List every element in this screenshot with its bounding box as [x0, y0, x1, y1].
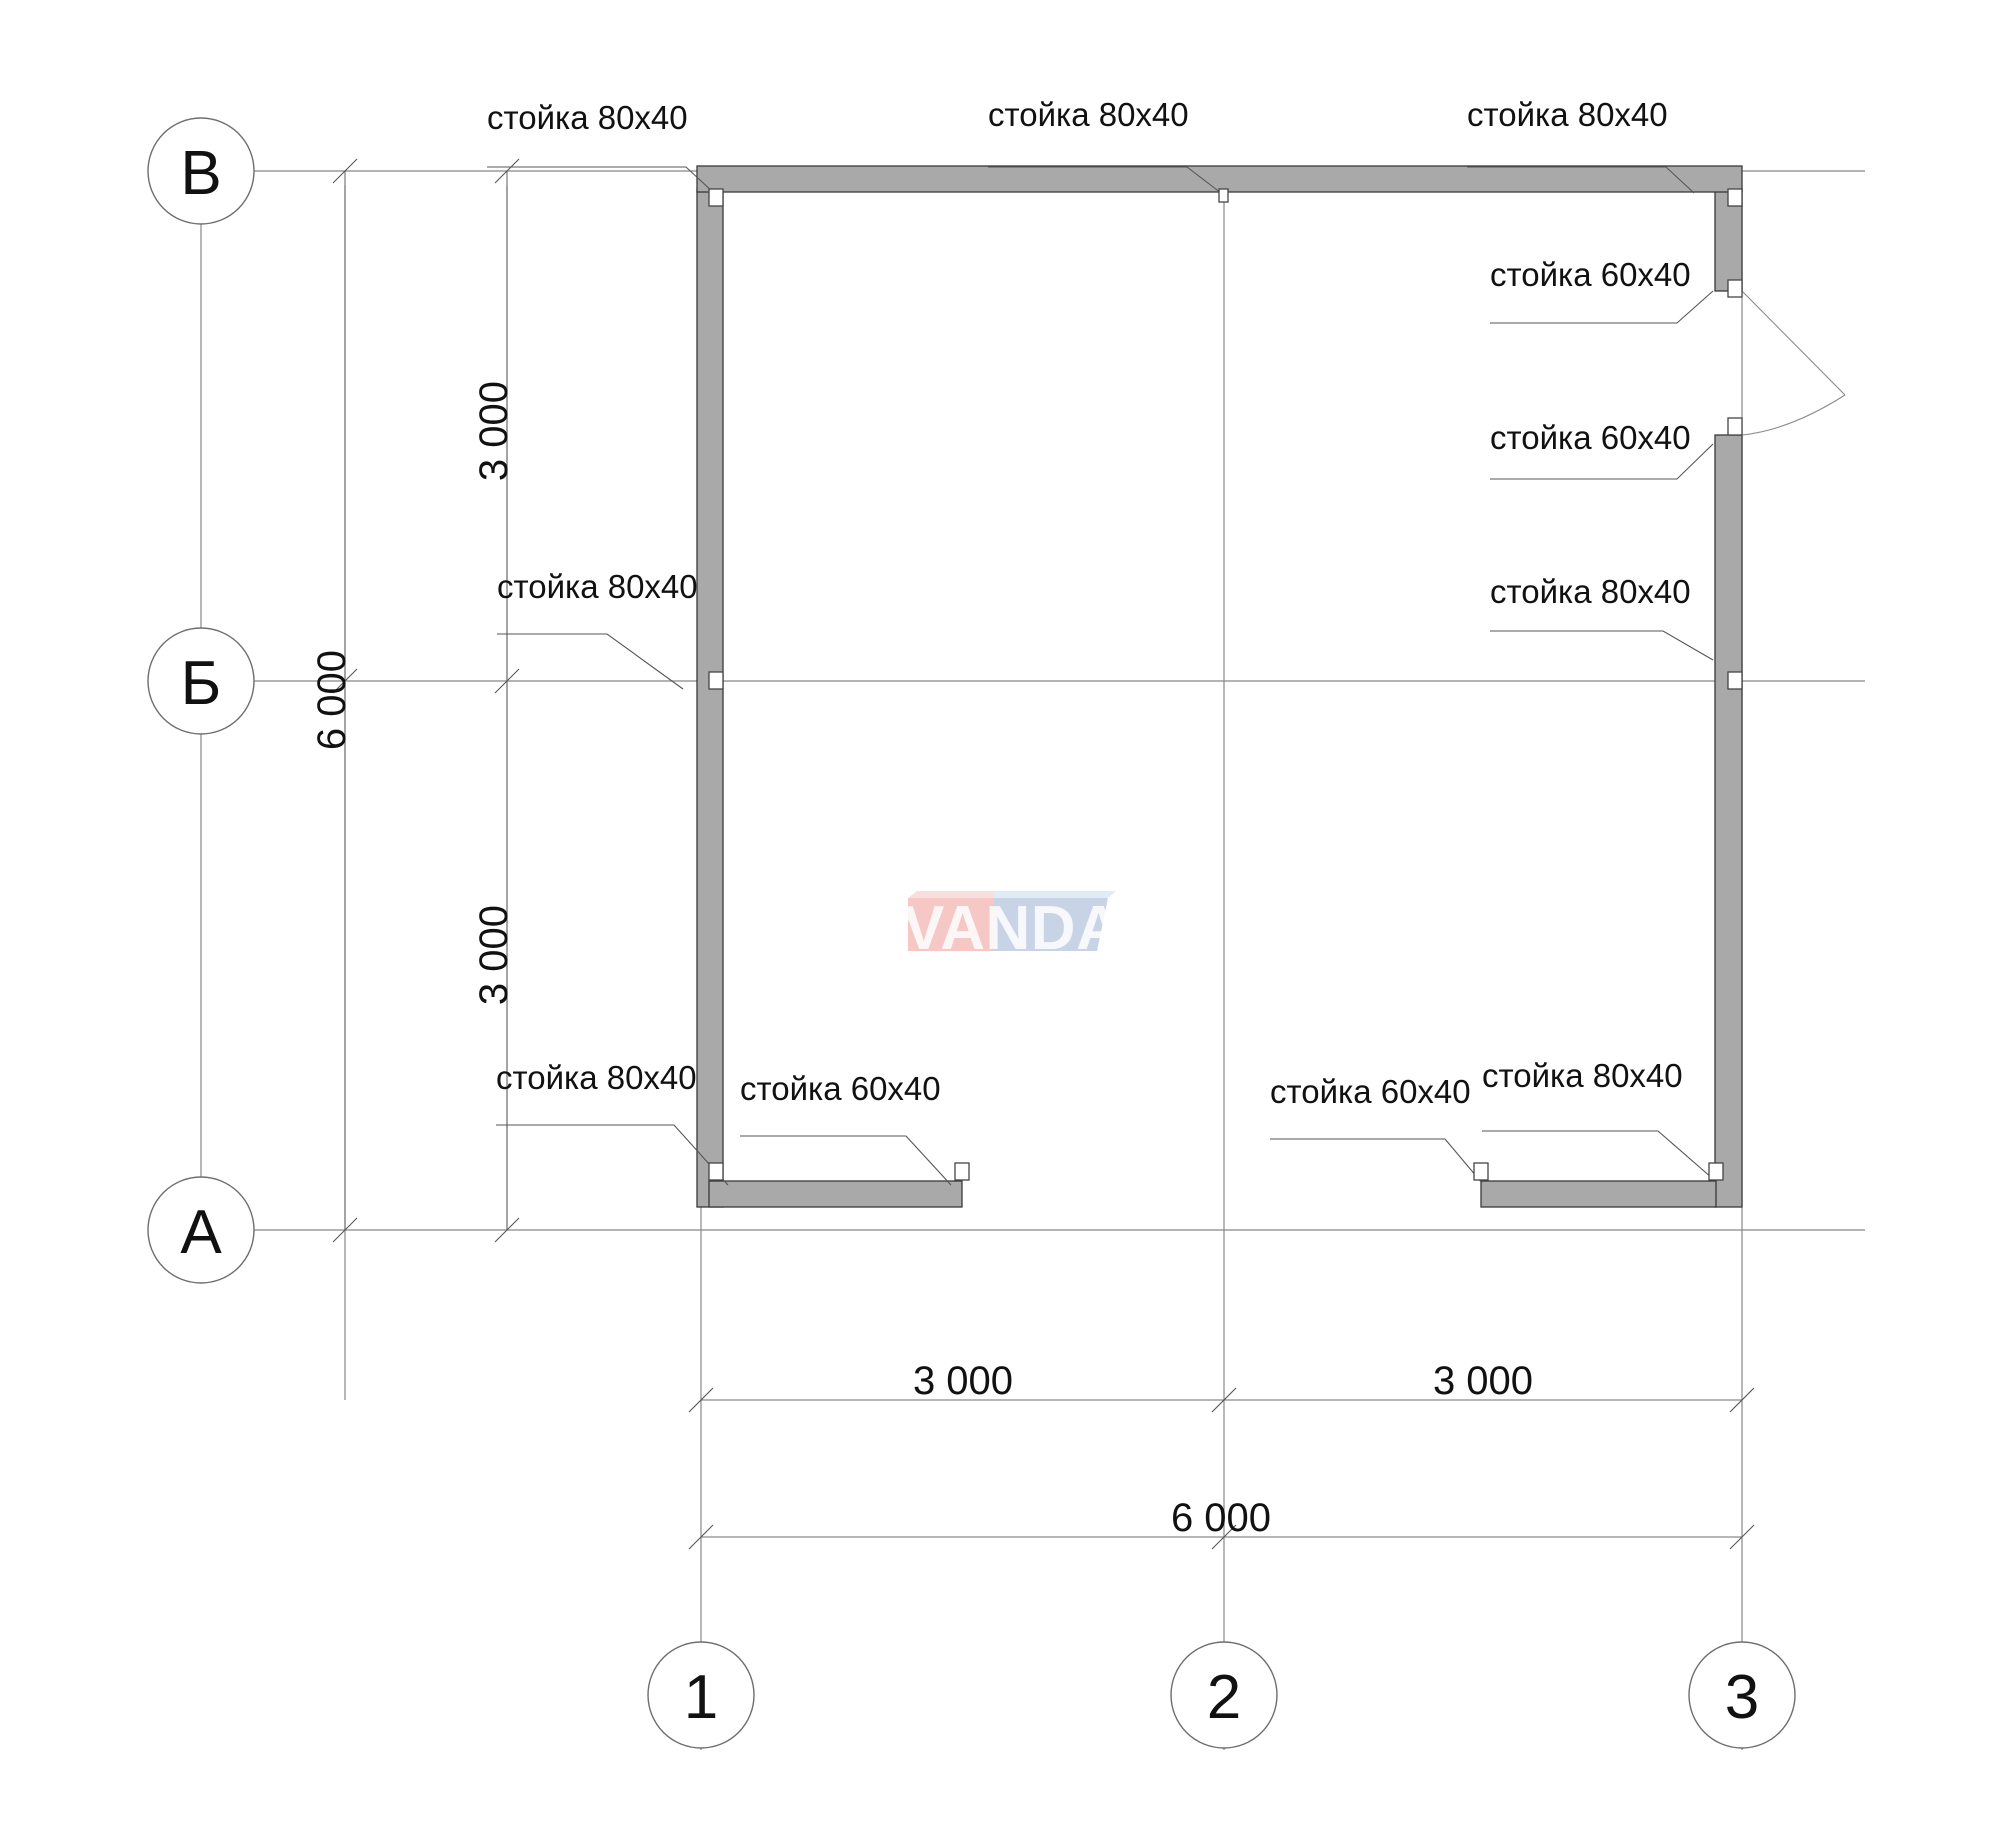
svg-text:Б: Б — [181, 649, 222, 718]
svg-text:стойка 80х40: стойка 80х40 — [1467, 96, 1668, 133]
svg-text:3 000: 3 000 — [1433, 1359, 1533, 1403]
svg-text:стойка 80х40: стойка 80х40 — [487, 99, 688, 136]
svg-text:3 000: 3 000 — [472, 905, 516, 1005]
svg-text:стойка 80х40: стойка 80х40 — [1482, 1057, 1683, 1094]
svg-text:6 000: 6 000 — [310, 650, 354, 750]
svg-text:2: 2 — [1207, 1663, 1241, 1732]
svg-text:В: В — [180, 139, 221, 208]
svg-text:3: 3 — [1725, 1663, 1759, 1732]
svg-text:1: 1 — [684, 1663, 718, 1732]
svg-text:3 000: 3 000 — [913, 1359, 1013, 1403]
svg-text:VANDA: VANDA — [903, 894, 1121, 963]
svg-text:стойка 60х40: стойка 60х40 — [740, 1070, 941, 1107]
svg-text:3 000: 3 000 — [472, 381, 516, 481]
svg-text:6 000: 6 000 — [1171, 1496, 1271, 1540]
svg-text:А: А — [180, 1198, 222, 1267]
svg-text:стойка 80х40: стойка 80х40 — [496, 1059, 697, 1096]
svg-text:стойка 60х40: стойка 60х40 — [1490, 256, 1691, 293]
svg-text:стойка 80х40: стойка 80х40 — [1490, 573, 1691, 610]
svg-text:стойка 60х40: стойка 60х40 — [1490, 419, 1691, 456]
svg-text:стойка 60х40: стойка 60х40 — [1270, 1073, 1471, 1110]
svg-text:стойка 80х40: стойка 80х40 — [497, 568, 698, 605]
svg-text:стойка 80х40: стойка 80х40 — [988, 96, 1189, 133]
